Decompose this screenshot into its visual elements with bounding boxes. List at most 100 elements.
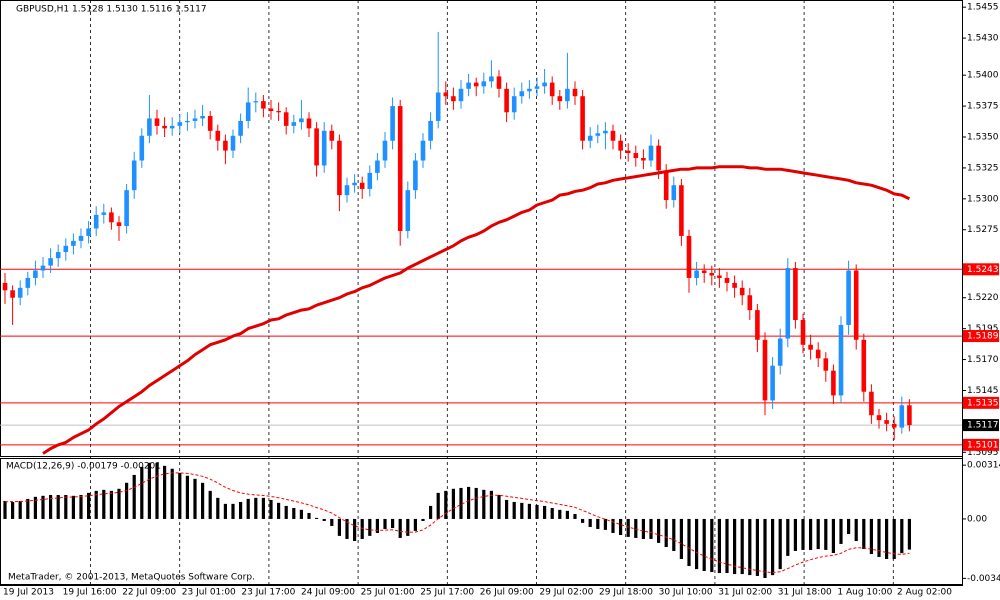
macd-bar: [277, 502, 281, 519]
macd-bar: [64, 494, 68, 519]
x-tick-label: 31 Jul 18:00: [778, 588, 832, 598]
y-tick-label: 1.5095: [967, 448, 999, 458]
macd-bar: [771, 518, 775, 576]
y-tick-label: -0.00347: [967, 574, 1000, 584]
macd-bar: [94, 490, 98, 519]
macd-bar: [710, 518, 714, 573]
y-tick-label: 1.5455: [967, 3, 999, 13]
macd-title: MACD(12,26,9) -0.00179 -0.00201: [6, 462, 161, 472]
level-label: 1.5189: [967, 332, 999, 342]
macd-bar: [284, 505, 288, 519]
macd-bar: [163, 465, 167, 519]
candle-body: [207, 115, 213, 131]
macd-bar: [725, 518, 729, 574]
macd-bar: [717, 518, 721, 574]
level-label: 1.5243: [967, 265, 999, 275]
macd-bar: [512, 501, 516, 519]
x-tick-label: 23 Jul 01:00: [182, 588, 236, 598]
candle-body: [618, 140, 623, 151]
candle-body: [694, 270, 699, 278]
macd-bar: [892, 518, 896, 559]
candle-body: [565, 88, 570, 102]
macd-bar: [611, 518, 615, 533]
candle-body: [907, 405, 912, 426]
macd-bar: [3, 500, 7, 519]
candle-body: [17, 287, 23, 298]
macd-bar: [619, 518, 623, 536]
macd-bar: [391, 518, 395, 529]
macd-bar: [809, 518, 813, 550]
macd-bar: [193, 478, 197, 519]
signal-line: [4, 472, 910, 574]
candle-body: [633, 153, 639, 159]
candle-body: [625, 150, 631, 154]
macd-bar: [565, 510, 569, 519]
candle-body: [93, 214, 99, 229]
macd-bar: [360, 518, 364, 539]
candle-body: [443, 92, 449, 97]
candle-body: [162, 125, 167, 129]
macd-bar: [763, 518, 767, 579]
x-tick-label: 31 Jul 02:00: [718, 588, 772, 598]
macd-bar: [740, 518, 744, 575]
x-tick-label: 29 Jul 18:00: [599, 588, 653, 598]
candle-body: [800, 319, 806, 345]
candle-body: [420, 140, 426, 161]
candle-body: [876, 415, 882, 421]
macd-bar: [368, 518, 372, 536]
candle-body: [139, 135, 145, 161]
candle-body: [344, 185, 350, 196]
macd-bar: [246, 498, 250, 519]
candle-body: [549, 82, 555, 97]
candle-body: [770, 365, 775, 401]
candle-body: [299, 118, 304, 123]
candle-body: [701, 270, 707, 274]
macd-bar: [49, 494, 53, 519]
level-tag: [963, 396, 999, 409]
macd-bar: [216, 497, 220, 519]
macd-bar: [102, 489, 106, 519]
candle-body: [762, 339, 768, 401]
candle-body: [542, 82, 547, 87]
macd-bar: [383, 518, 387, 530]
candle-body: [869, 391, 874, 416]
last-price-tag: [963, 419, 999, 432]
macd-bar: [862, 518, 866, 550]
macd-bar: [550, 507, 554, 519]
x-tick-label: 19 Jul 16:00: [63, 588, 117, 598]
level-tag: [963, 438, 999, 451]
macd-bar: [831, 518, 835, 554]
macd-bar: [641, 518, 645, 539]
candle-body: [435, 92, 441, 121]
y-tick-label: 1.5400: [967, 71, 999, 81]
y-tick-label: 1.5275: [967, 225, 999, 235]
candle-body: [71, 240, 76, 246]
candle-body: [375, 160, 380, 173]
candle-body: [283, 112, 289, 126]
moving-average: [42, 165, 911, 455]
macd-bar: [687, 518, 691, 567]
candle-body: [451, 96, 456, 102]
macd-bar: [505, 499, 509, 519]
macd-bar: [702, 518, 706, 571]
macd-bar: [79, 494, 83, 519]
price-title: GBPUSD,H1 1.5128 1.5130 1.5116 1.5117: [16, 5, 207, 15]
candle-body: [291, 122, 297, 126]
candle-body: [276, 111, 281, 113]
candle-body: [891, 423, 897, 428]
macd-bar: [33, 496, 37, 519]
candle-body: [147, 118, 152, 136]
x-tick-label: 25 Jul 01:00: [361, 588, 415, 598]
candle-body: [793, 268, 798, 320]
macd-bar: [885, 518, 889, 559]
candle-body: [884, 420, 889, 424]
candle-body: [808, 344, 813, 350]
macd-bar: [755, 518, 759, 576]
candle-body: [268, 108, 274, 112]
candle-body: [686, 235, 692, 278]
candle-body: [215, 130, 221, 141]
macd-bar: [41, 495, 45, 519]
macd-bar: [603, 518, 607, 530]
macd-bar: [535, 504, 539, 519]
candle-body: [124, 190, 129, 227]
